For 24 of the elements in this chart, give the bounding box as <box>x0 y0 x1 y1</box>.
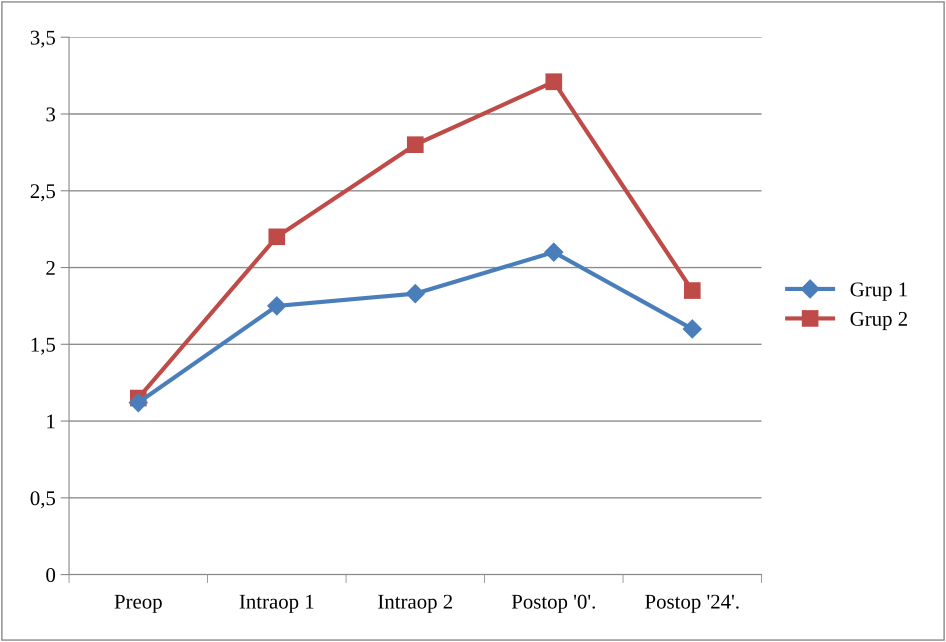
x-tick-label: Preop <box>114 594 162 613</box>
x-tick-label: Postop '24'. <box>645 594 739 613</box>
y-tick-label: 0,5 <box>30 491 56 508</box>
y-tick-label: 1 <box>47 414 55 428</box>
point <box>545 73 562 90</box>
x-tick-label: Postop '0'. <box>512 594 595 613</box>
y-tick-label: 3,5 <box>30 30 56 48</box>
point <box>544 242 564 262</box>
y-tick-label: 3 <box>46 107 56 122</box>
point <box>682 319 702 338</box>
point <box>406 136 424 154</box>
x-tick-label: Intraop 1 <box>240 594 314 613</box>
point <box>267 296 286 316</box>
point <box>268 228 286 246</box>
y-tick-label: 1,5 <box>32 338 56 355</box>
legend-label: Grup 1 <box>850 282 907 301</box>
point <box>128 393 148 412</box>
x-tick-label: Intraop 2 <box>378 594 452 613</box>
y-tick-label: 0 <box>46 568 56 582</box>
point <box>684 282 701 299</box>
point <box>406 284 425 304</box>
y-tick-label: 2 <box>46 260 55 275</box>
y-tick-label: 2,5 <box>30 184 56 202</box>
legend-label: Grup 2 <box>850 312 907 330</box>
